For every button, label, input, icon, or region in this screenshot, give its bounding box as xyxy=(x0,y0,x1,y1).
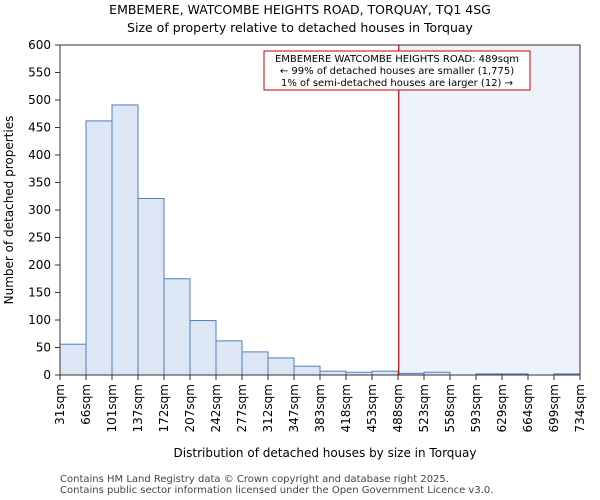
annotation-box: EMBEMERE WATCOMBE HEIGHTS ROAD: 489sqm ←… xyxy=(263,50,531,91)
annotation-border xyxy=(263,50,531,91)
bar-172sqm xyxy=(163,278,191,376)
x-tick-label-453sqm: 453sqm xyxy=(365,384,379,432)
y-tick-label-0: 0 xyxy=(43,368,51,382)
x-axis: 31sqm 66sqm 101sqm 137sqm 172sqm 207sqm 242sqm… xyxy=(53,375,587,432)
y-tick-label-450: 450 xyxy=(28,121,51,135)
x-tick-label-101sqm: 101sqm xyxy=(105,384,119,432)
bar-383sqm xyxy=(319,370,347,376)
footer-line-1: Contains HM Land Registry data © Crown c… xyxy=(60,474,449,485)
bar-242sqm xyxy=(215,340,243,376)
y-tick-label-150: 150 xyxy=(28,286,51,300)
x-tick-label-383sqm: 383sqm xyxy=(313,384,327,432)
bar-31sqm xyxy=(59,343,87,376)
annotation-line-3: 1% of semi-detached houses are larger (1… xyxy=(281,78,513,89)
y-tick-label-250: 250 xyxy=(28,231,51,245)
highlight-region xyxy=(398,45,580,375)
y-axis: 0 50 100 150 200 250 300 350 400 450 500 550 600 xyxy=(28,38,60,382)
annotation-line-1: EMBEMERE WATCOMBE HEIGHTS ROAD: 489sqm xyxy=(275,54,519,65)
x-tick-label-137sqm: 137sqm xyxy=(131,384,145,432)
y-tick-label-600: 600 xyxy=(28,38,51,52)
chart-title: EMBEMERE, WATCOMBE HEIGHTS ROAD, TORQUAY… xyxy=(109,2,491,17)
bar-137sqm xyxy=(137,197,165,376)
x-tick-label-699sqm: 699sqm xyxy=(547,384,561,432)
x-tick-label-664sqm: 664sqm xyxy=(521,384,535,432)
x-tick-label-523sqm: 523sqm xyxy=(417,384,431,432)
bar-453sqm xyxy=(371,370,399,376)
y-tick-label-400: 400 xyxy=(28,148,51,162)
x-tick-label-207sqm: 207sqm xyxy=(183,384,197,432)
x-tick-label-66sqm: 66sqm xyxy=(79,384,93,425)
x-tick-label-172sqm: 172sqm xyxy=(157,384,171,432)
annotation-line-2: ← 99% of detached houses are smaller (1,… xyxy=(280,66,514,77)
y-tick-label-200: 200 xyxy=(28,258,51,272)
x-tick-label-277sqm: 277sqm xyxy=(235,384,249,432)
y-tick-label-500: 500 xyxy=(28,93,51,107)
x-tick-label-312sqm: 312sqm xyxy=(261,384,275,432)
y-tick-label-300: 300 xyxy=(28,203,51,217)
x-axis-title: Distribution of detached houses by size … xyxy=(174,446,477,460)
chart-subtitle: Size of property relative to detached ho… xyxy=(127,20,474,35)
bar-66sqm xyxy=(85,120,113,376)
y-tick-label-350: 350 xyxy=(28,176,51,190)
y-axis-title: Number of detached properties xyxy=(2,116,16,305)
y-tick-label-50: 50 xyxy=(36,341,51,355)
footer-line-2: Contains public sector information licen… xyxy=(60,485,494,496)
x-tick-label-593sqm: 593sqm xyxy=(469,384,483,432)
x-tick-label-347sqm: 347sqm xyxy=(287,384,301,432)
x-tick-label-488sqm: 488sqm xyxy=(391,384,405,432)
bar-207sqm xyxy=(189,320,217,376)
bar-101sqm xyxy=(111,104,139,376)
x-tick-label-242sqm: 242sqm xyxy=(209,384,223,432)
bar-277sqm xyxy=(241,351,269,376)
y-tick-label-550: 550 xyxy=(28,66,51,80)
bars-group xyxy=(59,104,581,376)
y-tick-label-100: 100 xyxy=(28,313,51,327)
x-tick-label-418sqm: 418sqm xyxy=(339,384,353,432)
x-tick-label-558sqm: 558sqm xyxy=(443,384,457,432)
x-tick-label-629sqm: 629sqm xyxy=(495,384,509,432)
bar-312sqm xyxy=(267,357,295,376)
bar-347sqm xyxy=(293,365,321,376)
x-tick-label-734sqm: 734sqm xyxy=(573,384,587,432)
x-tick-label-31sqm: 31sqm xyxy=(53,384,67,425)
